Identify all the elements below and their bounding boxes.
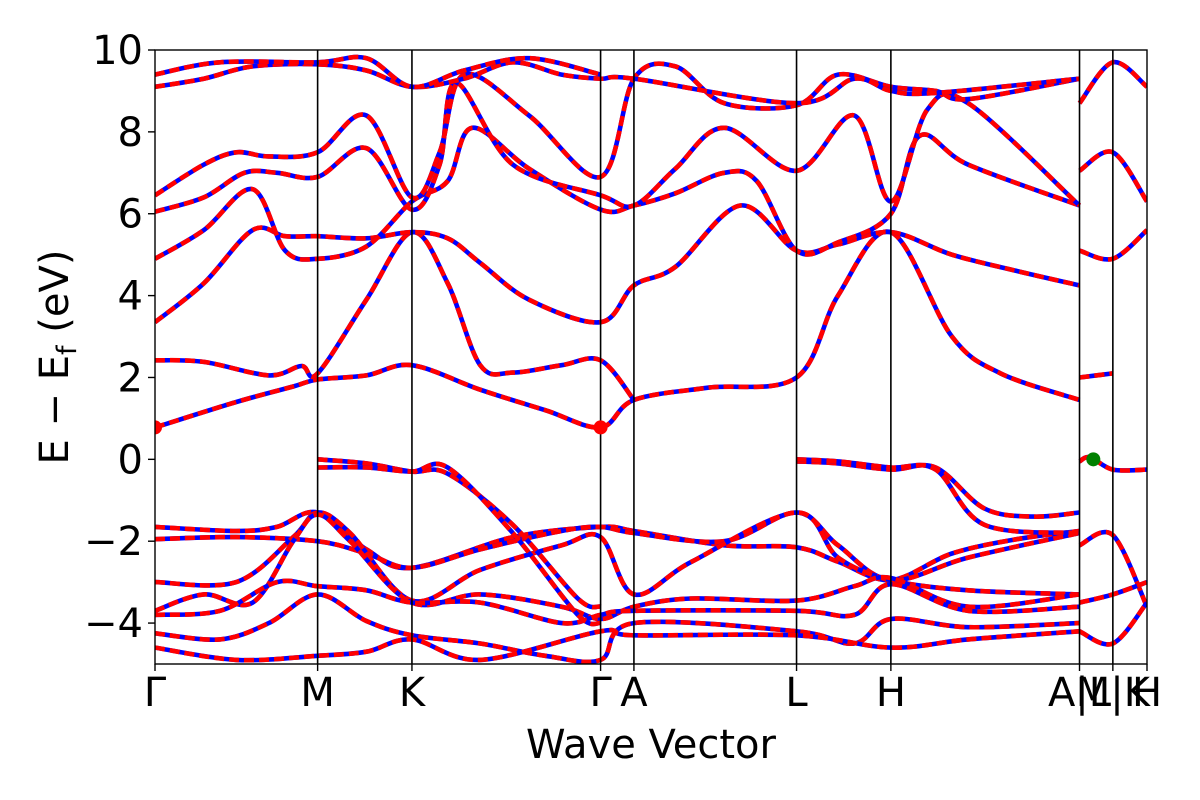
band-lines	[155, 54, 1147, 664]
band-line-12-red	[155, 512, 1080, 622]
y-tick-label-4: 2	[118, 355, 143, 401]
band-line-6-red	[155, 61, 1080, 201]
band-line-2-red	[155, 229, 636, 402]
y-axis-label-unit: (eV)	[32, 250, 78, 346]
x-axis-ticks: Γ M K Γ A L H A|LM|KH	[144, 664, 1162, 716]
band-line-15-red	[155, 627, 1080, 663]
band-line-5-red	[155, 80, 1082, 214]
band-line-16-red	[317, 457, 602, 610]
x-tick-label-5: A	[620, 670, 648, 716]
y-tick-label-8: 10	[92, 28, 143, 74]
cbm-marker-1	[155, 420, 162, 435]
x-tick-label-4: Γ	[589, 670, 612, 716]
y-axis-label: E − Ef (eV)	[32, 250, 83, 465]
band-line-21-red	[1079, 371, 1114, 380]
band-line-3-red	[155, 203, 1081, 325]
plot-frame	[154, 49, 1148, 665]
band-edge-markers	[155, 420, 1101, 467]
cbm-marker-2	[593, 420, 608, 435]
vbm-marker-3	[1086, 452, 1101, 467]
band-line-10-red	[155, 510, 1080, 583]
x-axis-label: Wave Vector	[526, 722, 777, 768]
band-line-20-red	[1078, 454, 1147, 473]
band-line-13-red	[155, 578, 1080, 626]
band-line-14-red	[155, 592, 1080, 664]
x-tick-label-10: H	[1132, 670, 1162, 716]
band-line-17-red	[317, 461, 602, 627]
y-axis-ticks: −4 −2 0 2 4 6 8 10	[84, 28, 155, 647]
x-tick-label-3: K	[399, 670, 427, 716]
y-tick-label-6: 6	[118, 192, 143, 238]
high-symmetry-lines	[316, 50, 1114, 664]
y-axis-label-subscript: f	[52, 344, 83, 355]
x-tick-label-7: H	[876, 670, 906, 716]
x-tick-label-9: M|K	[1076, 670, 1152, 716]
band-line-1-blue	[155, 229, 1081, 430]
x-tick-label-6: L	[785, 670, 808, 716]
x-tick-label-2: M	[300, 670, 335, 716]
band-line-1-red	[155, 229, 1081, 430]
band-line-19-red	[796, 457, 1080, 536]
x-tick-label-8: A|L	[1048, 670, 1112, 716]
y-tick-label-1: −4	[84, 601, 143, 647]
y-tick-label-3: 0	[118, 437, 143, 483]
y-tick-label-7: 8	[118, 110, 143, 156]
y-tick-label-2: −2	[84, 519, 143, 565]
y-tick-label-5: 4	[118, 274, 143, 320]
x-tick-label-1: Γ	[144, 670, 167, 716]
band-line-3-blue	[155, 203, 1081, 325]
band-line-8-blue	[155, 54, 602, 90]
y-axis-label-main: E − E	[32, 355, 78, 465]
band-line-11-red	[155, 510, 1080, 604]
